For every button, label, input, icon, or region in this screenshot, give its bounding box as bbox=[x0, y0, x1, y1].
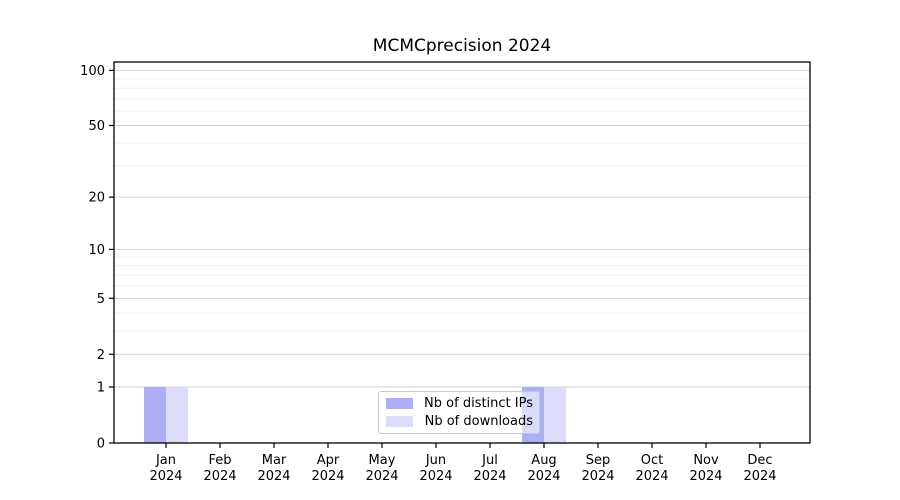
x-tick-label-month: Jan bbox=[155, 453, 176, 468]
legend-item-downloads: Nb of downloads bbox=[386, 414, 539, 429]
y-tick-label: 10 bbox=[88, 243, 105, 258]
x-tick-label-year: 2024 bbox=[581, 469, 614, 484]
x-tick-label-month: Mar bbox=[262, 453, 287, 468]
x-tick-label-month: Jun bbox=[425, 453, 446, 468]
bar-downloads bbox=[544, 387, 566, 443]
y-tick-label: 1 bbox=[97, 381, 105, 396]
x-tick-label-year: 2024 bbox=[473, 469, 506, 484]
y-tick-label: 5 bbox=[97, 292, 105, 307]
bar-distinct-ips bbox=[144, 387, 166, 443]
x-tick-label-year: 2024 bbox=[365, 469, 398, 484]
x-tick-label-month: Apr bbox=[317, 453, 340, 468]
bar-downloads bbox=[166, 387, 188, 443]
x-tick-label-month: May bbox=[369, 453, 396, 468]
x-tick-label-month: Jul bbox=[481, 453, 498, 468]
legend-swatch-distinct-ips bbox=[386, 398, 413, 409]
x-tick-label-month: Oct bbox=[641, 453, 663, 468]
x-tick-label-year: 2024 bbox=[203, 469, 236, 484]
x-tick-label-year: 2024 bbox=[743, 469, 776, 484]
plot-frame bbox=[113, 61, 811, 444]
y-tick-label: 50 bbox=[88, 119, 105, 134]
chart-title: MCMCprecision 2024 bbox=[372, 36, 552, 56]
x-tick-label-year: 2024 bbox=[257, 469, 290, 484]
x-tick-label-month: Dec bbox=[747, 453, 772, 468]
x-tick-label-year: 2024 bbox=[689, 469, 722, 484]
x-tick-label-month: Aug bbox=[531, 453, 556, 468]
y-tick-label: 2 bbox=[97, 348, 105, 363]
legend-swatch-downloads bbox=[386, 416, 413, 427]
legend-label-downloads: Nb of downloads bbox=[424, 414, 533, 429]
x-tick-label-month: Nov bbox=[693, 453, 719, 468]
y-tick-label: 0 bbox=[97, 437, 105, 452]
y-tick-label: 100 bbox=[80, 64, 105, 79]
y-tick-label: 20 bbox=[88, 191, 105, 206]
x-tick-label-year: 2024 bbox=[149, 469, 182, 484]
x-tick-label-month: Feb bbox=[208, 453, 231, 468]
legend-label-distinct-ips: Nb of distinct IPs bbox=[424, 396, 533, 411]
x-tick-label-year: 2024 bbox=[419, 469, 452, 484]
legend: Nb of distinct IPs Nb of downloads bbox=[378, 391, 540, 434]
x-tick-label-year: 2024 bbox=[311, 469, 344, 484]
x-tick-label-month: Sep bbox=[586, 453, 611, 468]
x-tick-label-year: 2024 bbox=[635, 469, 668, 484]
x-tick-label-year: 2024 bbox=[527, 469, 560, 484]
legend-item-distinct-ips: Nb of distinct IPs bbox=[386, 396, 539, 411]
